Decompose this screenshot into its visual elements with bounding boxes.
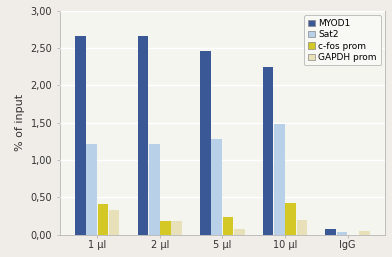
Bar [285, 203, 296, 234]
Bar [325, 229, 336, 234]
Bar [149, 144, 160, 234]
Bar [160, 221, 171, 234]
Bar [98, 204, 108, 234]
Bar [263, 67, 273, 234]
Bar [296, 219, 307, 234]
Bar [171, 221, 182, 234]
Bar [337, 232, 347, 234]
Bar [234, 228, 245, 234]
Bar [223, 217, 233, 234]
Legend: MYOD1, Sat2, c-fos prom, GAPDH prom: MYOD1, Sat2, c-fos prom, GAPDH prom [304, 15, 381, 66]
Bar [86, 144, 97, 234]
Bar [359, 231, 370, 234]
Y-axis label: % of input: % of input [15, 94, 25, 151]
Bar [200, 51, 211, 234]
Bar [211, 139, 222, 234]
Bar [274, 124, 285, 234]
Bar [109, 210, 120, 234]
Bar [75, 35, 86, 234]
Bar [138, 35, 148, 234]
